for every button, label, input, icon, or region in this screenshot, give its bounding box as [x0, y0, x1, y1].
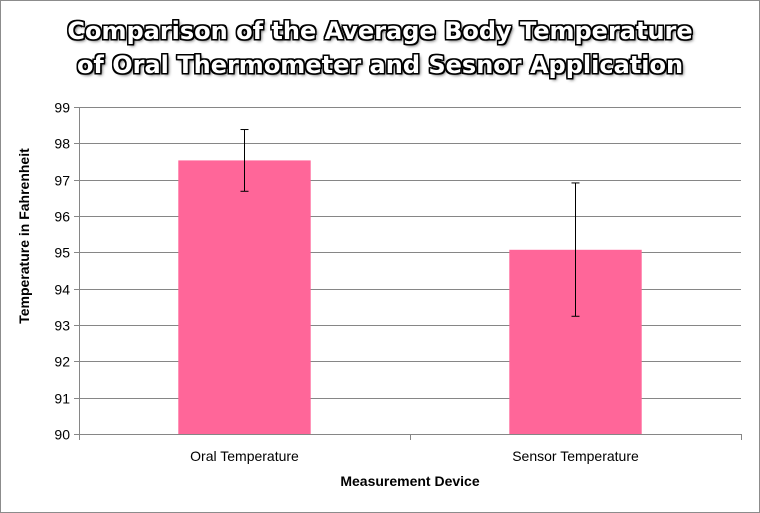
y-tick-label: 90	[54, 427, 70, 443]
y-tick-label: 91	[54, 391, 70, 407]
error-bars	[240, 129, 580, 317]
x-tick-label: Oral Temperature	[190, 448, 299, 464]
y-axis-title: Temperature in Fahrenheit	[16, 148, 32, 324]
y-tick-label: 99	[54, 100, 70, 116]
chart-title-line-2: of Oral Thermometer and Sesnor Applicati…	[76, 51, 684, 79]
chart-title: Comparison of the Average Body Temperatu…	[0, 14, 760, 82]
bar	[178, 160, 311, 434]
x-tick-labels: Oral Temperature Sensor Temperature	[190, 448, 639, 464]
chart-title-line-1: Comparison of the Average Body Temperatu…	[67, 17, 693, 45]
y-tick-label: 95	[54, 245, 70, 261]
y-tick-label: 98	[54, 136, 70, 152]
y-tick-label: 94	[54, 282, 70, 298]
axes	[74, 107, 742, 440]
y-tick-label: 93	[54, 318, 70, 334]
y-tick-label: 96	[54, 209, 70, 225]
y-tick-labels: 90 91 92 93 94 95 96 97 98 99	[54, 100, 70, 443]
bars	[178, 160, 642, 434]
x-tick-label: Sensor Temperature	[512, 448, 639, 464]
y-tick-label: 92	[54, 354, 70, 370]
y-tick-label: 97	[54, 173, 70, 189]
x-axis-title: Measurement Device	[340, 473, 480, 489]
